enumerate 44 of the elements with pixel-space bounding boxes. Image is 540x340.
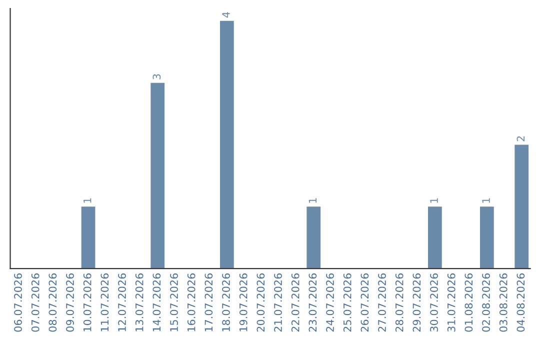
x-tick-label: 03.08.2026 — [499, 273, 508, 332]
x-tick-label: 31.07.2026 — [447, 273, 456, 332]
x-tick-label: 26.07.2026 — [360, 273, 369, 332]
x-tick-label: 28.07.2026 — [395, 273, 404, 332]
x-tick-label: 22.07.2026 — [291, 273, 300, 332]
data-label: 1 — [308, 198, 316, 203]
x-tick-label: 27.07.2026 — [378, 273, 386, 332]
x-tick-label: 24.07.2026 — [326, 273, 334, 332]
bar — [428, 206, 442, 269]
data-label: 2 — [516, 136, 524, 142]
bar — [81, 206, 96, 269]
x-tick-label: 12.07.2026 — [118, 273, 126, 332]
x-tick-label: 13.07.2026 — [135, 273, 144, 332]
bar — [514, 144, 529, 269]
data-label: 3 — [152, 74, 161, 80]
x-tick-label: 16.07.2026 — [187, 273, 196, 332]
x-tick-label: 07.07.2026 — [31, 273, 40, 332]
x-tick-label: 10.07.2026 — [83, 273, 92, 332]
x-tick-label: 29.07.2026 — [412, 273, 421, 332]
x-tick-label: 18.07.2026 — [222, 273, 230, 332]
bar — [220, 20, 234, 269]
bar — [150, 82, 165, 269]
x-tick-label: 20.07.2026 — [256, 273, 265, 332]
bar — [480, 206, 494, 269]
data-label: 1 — [430, 198, 438, 203]
data-label: 1 — [84, 198, 92, 203]
x-tick-label: 17.07.2026 — [204, 273, 213, 332]
x-tick-label: 01.08.2026 — [464, 273, 473, 332]
x-tick-label: 11.07.2026 — [100, 273, 109, 332]
bar — [306, 206, 321, 269]
x-tick-label: 25.07.2026 — [343, 273, 352, 332]
x-tick-label: 23.07.2026 — [308, 273, 317, 332]
x-tick-label: 30.07.2026 — [430, 273, 438, 332]
x-tick-label: 06.07.2026 — [14, 273, 22, 332]
data-label: 1 — [482, 198, 490, 203]
x-tick-label: 08.07.2026 — [48, 273, 57, 332]
x-tick-label: 14.07.2026 — [152, 273, 161, 332]
x-tick-label: 21.07.2026 — [274, 273, 282, 332]
x-tick-label: 15.07.2026 — [170, 273, 178, 332]
x-tick-label: 02.08.2026 — [482, 273, 490, 332]
x-tick-label: 19.07.2026 — [239, 273, 248, 332]
x-tick-label: 09.07.2026 — [66, 273, 74, 332]
x-tick-label: 04.08.2026 — [516, 273, 525, 332]
data-label: 4 — [222, 12, 230, 18]
